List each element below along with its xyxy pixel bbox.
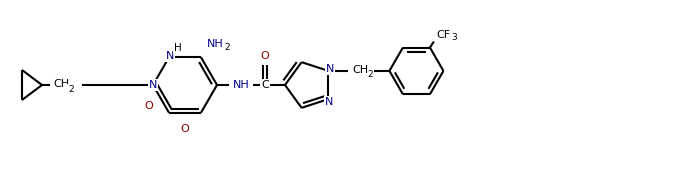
- Text: H: H: [174, 43, 182, 53]
- Text: 2: 2: [68, 85, 74, 93]
- Text: O: O: [144, 101, 153, 111]
- Text: O: O: [181, 124, 190, 134]
- Text: N: N: [325, 97, 334, 107]
- Text: NH: NH: [233, 80, 249, 90]
- Text: CH: CH: [352, 65, 368, 75]
- Text: NH: NH: [206, 39, 223, 49]
- Text: 3: 3: [451, 33, 457, 42]
- Text: 2: 2: [368, 70, 373, 79]
- Text: N: N: [166, 51, 174, 61]
- Text: O: O: [261, 51, 269, 61]
- Text: 2: 2: [224, 43, 230, 52]
- Text: CH: CH: [53, 79, 69, 89]
- Text: C: C: [261, 80, 269, 90]
- Text: N: N: [326, 64, 334, 74]
- Text: N: N: [149, 80, 157, 90]
- Text: CF: CF: [437, 30, 451, 40]
